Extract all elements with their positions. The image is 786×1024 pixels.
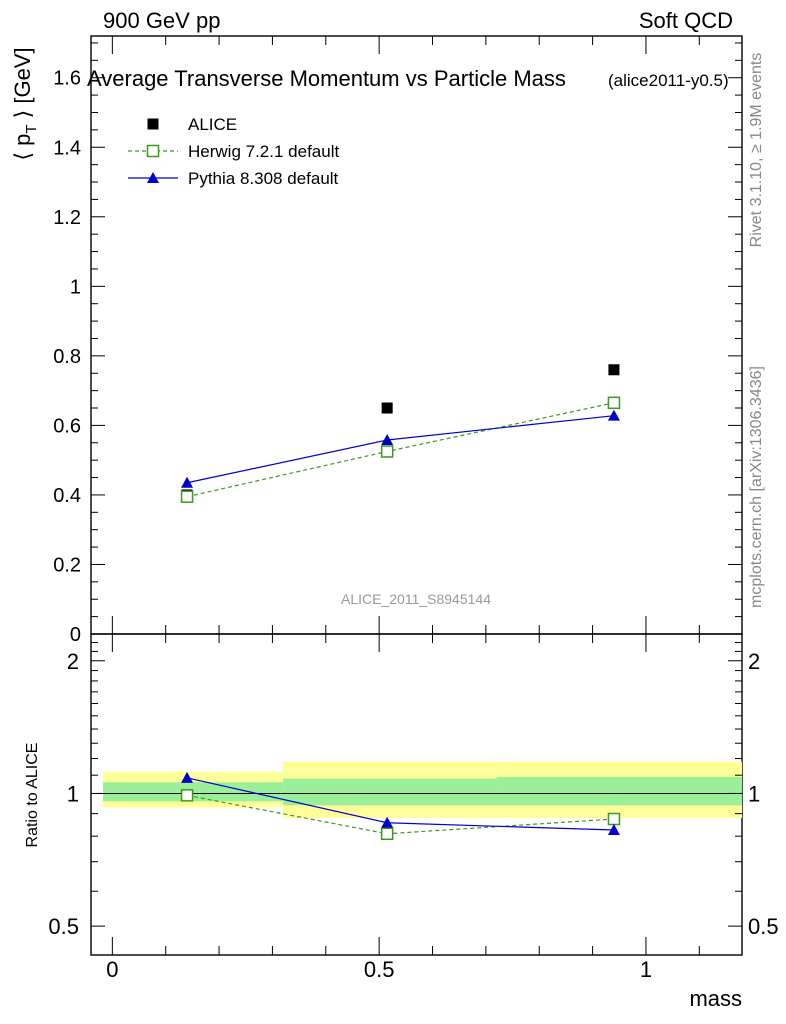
y-tick-label-ratio-right: 0.5 — [748, 914, 779, 939]
header-right: Soft QCD — [639, 8, 733, 33]
x-axis-label: mass — [689, 986, 742, 1011]
y-tick-label-ratio-right: 2 — [748, 649, 760, 674]
y-tick-label-main: 1.4 — [53, 137, 81, 159]
axis-tick-labels: 0 0.2 0.4 0.6 0.8 1 1.2 1.4 1.6 0.5 0.5 1 1 2 2 0 0.5 1 — [48, 68, 778, 982]
ratio-band-green — [283, 778, 497, 806]
pythia-8-308-default-point — [381, 433, 394, 445]
pythia-8-308-default-ratio-point — [607, 824, 620, 836]
pythia-8-308-default-point — [607, 409, 620, 421]
y-tick-label-main: 0.8 — [53, 346, 81, 368]
header-left: 900 GeV pp — [103, 8, 220, 33]
legend-marker-pythia-8-308-default — [147, 172, 159, 183]
legend-marker-herwig-7-2-1-default — [146, 144, 160, 158]
alice-point — [381, 402, 393, 414]
ratio-bands — [103, 761, 742, 818]
legend-label-herwig-7-2-1-default: Herwig 7.2.1 default — [188, 142, 339, 161]
y-tick-label-main: 0.4 — [53, 485, 81, 507]
analysis-label: ALICE_2011_S8945144 — [341, 591, 491, 607]
y-tick-label-main: 0.2 — [53, 554, 81, 576]
legend-label-pythia-8-308-default: Pythia 8.308 default — [188, 169, 339, 188]
chart-title: Average Transverse Momentum vs Particle … — [87, 66, 566, 91]
axis-ticks — [91, 36, 742, 955]
herwig-7-2-1-default-ratio-point — [380, 827, 394, 841]
y-tick-label-ratio-left: 1 — [67, 781, 79, 806]
herwig-7-2-1-default-line — [186, 402, 615, 498]
pythia-8-308-default-ratio-point — [381, 816, 394, 828]
y-tick-label-main: 1.2 — [53, 207, 81, 229]
y-tick-label-main: 1.6 — [53, 68, 81, 90]
legend-label-alice: ALICE — [188, 115, 237, 134]
herwig-7-2-1-default-ratio-point — [180, 789, 194, 802]
series-ratio — [180, 771, 621, 841]
x-tick-label: 1 — [640, 957, 652, 982]
mcplots-label: mcplots.cern.ch [arXiv:1306.3436] — [748, 366, 765, 608]
series-main — [180, 364, 621, 503]
x-tick-label: 0.5 — [364, 957, 395, 982]
rivet-label: Rivet 3.1.10, ≥ 1.9M events — [748, 53, 765, 248]
alice-point — [608, 364, 620, 376]
pythia-8-308-default-ratio-point — [181, 771, 194, 783]
legend: ALICE Herwig 7.2.1 default Pythia 8.308 de… — [128, 115, 339, 188]
chart-subtitle: (alice2011-y0.5) — [608, 71, 729, 90]
herwig-7-2-1-default-point — [607, 396, 621, 410]
ratio-band-green — [496, 776, 742, 806]
pythia-8-308-default-point — [181, 476, 194, 488]
legend-marker-alice — [147, 118, 159, 130]
y-tick-label-ratio-left: 2 — [67, 649, 79, 674]
y-tick-label-ratio-left: 0.5 — [48, 914, 79, 939]
herwig-7-2-1-default-point — [180, 490, 194, 503]
x-tick-label: 0 — [106, 957, 118, 982]
herwig-7-2-1-default-point — [380, 445, 394, 458]
y-tick-label-main: 0 — [70, 624, 81, 646]
y-axis-label-main: ⟨ pT ⟩ [GeV] — [10, 47, 40, 160]
y-axis-label-ratio: Ratio to ALICE — [24, 743, 41, 848]
herwig-7-2-1-default-ratio-point — [607, 812, 621, 826]
y-tick-label-ratio-right: 1 — [748, 781, 760, 806]
y-tick-label-main: 1 — [70, 276, 81, 298]
y-tick-label-main: 0.6 — [53, 415, 81, 437]
